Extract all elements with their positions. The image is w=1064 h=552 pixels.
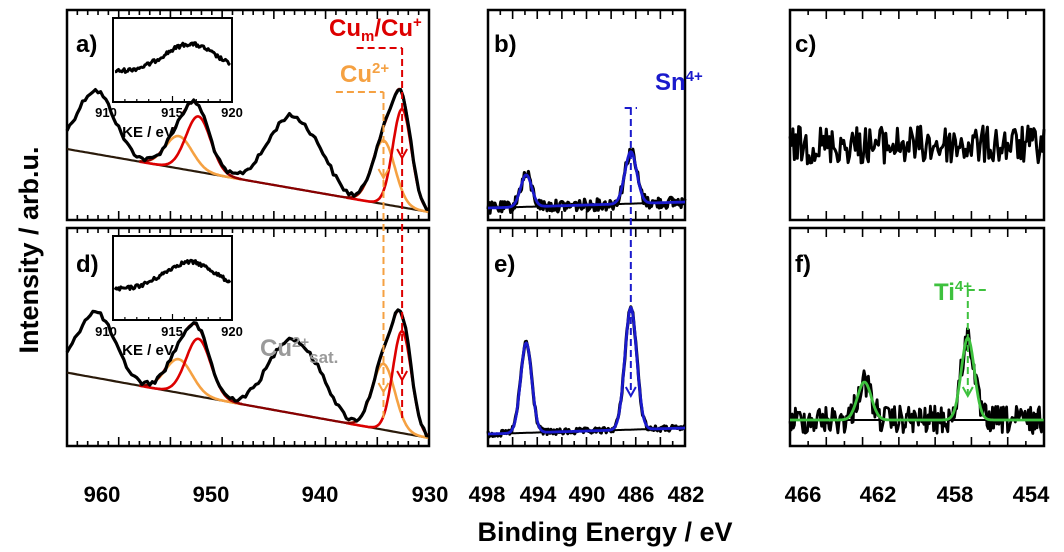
inset-data-a [114, 41, 231, 74]
sn-fit-e [487, 306, 686, 436]
xtick-940: 940 [302, 482, 339, 507]
ti-arrow-f [961, 386, 974, 399]
xtick-930: 930 [412, 482, 449, 507]
cu-metal-label: Cum/Cu+ [329, 14, 422, 45]
panel-frame-c [788, 8, 1046, 222]
y-axis-title: Intensity / arb.u. [14, 146, 44, 353]
xtick-498: 498 [469, 482, 506, 507]
inset-data-d [113, 258, 232, 292]
xtick-950: 950 [193, 482, 230, 507]
x-axis-title: Binding Energy / eV [477, 517, 732, 547]
xtick-454: 454 [1013, 482, 1050, 507]
cu-metal-arrow-a [396, 148, 408, 161]
panel-frame-a [65, 8, 431, 222]
sn-label: Sn4+ [655, 68, 703, 96]
ti-noise-data-c [788, 124, 1046, 166]
inset-d-tick-920: 920 [221, 324, 243, 339]
ti-fit-f [789, 336, 1044, 422]
panel-label-c: c) [795, 31, 816, 58]
inset-frame-d [112, 235, 233, 321]
panel-frame-b [486, 8, 687, 222]
xtick-466: 466 [785, 482, 822, 507]
cu-metal-arrow-d [396, 370, 408, 383]
panel-frames [65, 8, 1046, 448]
cu-data-d [65, 308, 430, 438]
panel-label-f: f) [795, 251, 811, 278]
inset-a-tick-920: 920 [221, 105, 243, 120]
sn-fit-b [487, 150, 686, 210]
xtick-486: 486 [618, 482, 655, 507]
panel-label-b: b) [494, 31, 517, 58]
inset-d-tick-915: 915 [161, 324, 183, 339]
inset-frame-a [112, 17, 233, 103]
inset-a-tick-910: 910 [95, 105, 117, 120]
xtick-490: 490 [569, 482, 606, 507]
xtick-462: 462 [860, 482, 897, 507]
ti-label: Ti4+ [934, 278, 972, 306]
panel-label-d: d) [76, 251, 99, 278]
panel-frame-d [65, 226, 431, 448]
sn-data-e [486, 305, 686, 439]
ti-data-f [788, 327, 1045, 435]
panel-label-a: a) [76, 31, 97, 58]
inset-d-tick-910: 910 [95, 324, 117, 339]
xtick-494: 494 [520, 482, 557, 507]
inset-d-xlabel: KE / eV [122, 342, 174, 359]
cu2-label: Cu2+ [340, 60, 389, 88]
annotation-marks [335, 47, 986, 420]
sn-arrow-e [624, 386, 637, 399]
xtick-458: 458 [937, 482, 974, 507]
cu-data-a [65, 87, 430, 212]
xtick-960: 960 [84, 482, 121, 507]
inset-a-tick-915: 915 [161, 105, 183, 120]
panel-label-e: e) [494, 251, 515, 278]
inset-a-xlabel: KE / eV [122, 124, 174, 141]
cu2-arrow-a [377, 168, 390, 181]
cu-sat-label: Cu2+sat. [260, 334, 338, 367]
cu2-arrow-d [377, 382, 390, 395]
xtick-482: 482 [668, 482, 705, 507]
spectra-traces [65, 41, 1046, 440]
